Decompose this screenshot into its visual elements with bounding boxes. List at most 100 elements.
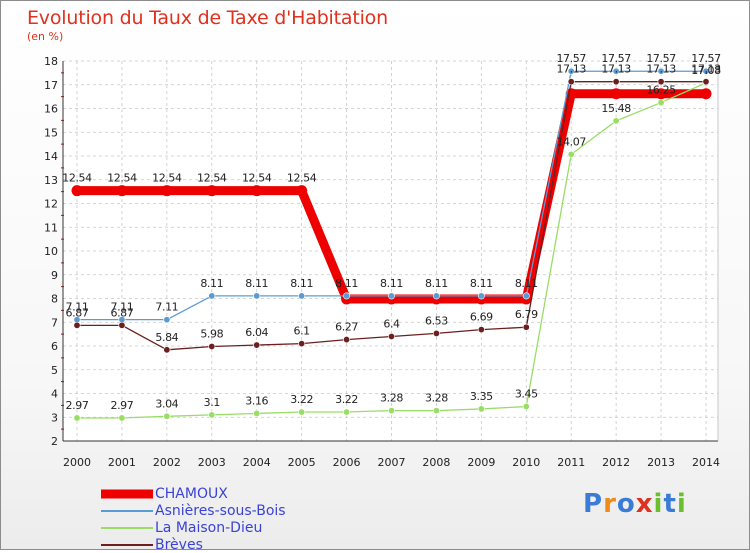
data-point-chamoux: [161, 185, 173, 197]
data-point-asnieres: [163, 316, 171, 324]
data-label-la-maison-dieu: 17.08: [691, 64, 721, 77]
data-point-chamoux: [116, 185, 128, 197]
legend-item-breves: Brèves: [101, 536, 286, 553]
data-label-breves: 6.79: [515, 308, 538, 321]
legend-item-la-maison-dieu: La Maison-Dieu: [101, 519, 286, 536]
data-label-breves: 6.27: [335, 321, 358, 334]
logo-letter: t: [663, 489, 677, 519]
data-point-breves: [118, 321, 126, 329]
logo-letter: P: [583, 489, 604, 519]
data-label-la-maison-dieu: 14.07: [556, 135, 586, 148]
logo-letter: x: [635, 489, 654, 519]
data-point-breves: [208, 342, 216, 350]
chart-title: Evolution du Taux de Taxe d'Habitation: [27, 7, 388, 29]
data-label-la-maison-dieu: 3.04: [155, 397, 178, 410]
x-tick-label: 2000: [63, 456, 91, 469]
x-tick-label: 2002: [153, 456, 181, 469]
legend-item-chamoux: CHAMOUX: [101, 485, 286, 502]
data-point-la-maison-dieu: [208, 411, 216, 419]
logo-letter: o: [616, 489, 636, 519]
data-label-layer: 12.54 12.54 12.54 12.54 12.54 12.54 7.11 7.11 7.…: [62, 52, 721, 412]
y-tick-label: 5: [51, 364, 58, 377]
data-label-chamoux: 12.54: [197, 172, 227, 185]
data-point-la-maison-dieu: [432, 407, 440, 415]
data-label-chamoux: 12.54: [287, 172, 317, 185]
y-tick-label: 12: [44, 198, 58, 211]
data-label-asnieres: 8.11: [425, 277, 448, 290]
data-point-asnieres: [567, 67, 575, 75]
legend-label: Asnières-sous-Bois: [155, 502, 286, 519]
data-point-chamoux: [296, 185, 308, 197]
data-point-chamoux: [206, 185, 218, 197]
logo-letter: i: [676, 489, 687, 519]
data-point-asnieres: [612, 67, 620, 75]
data-label-la-maison-dieu: 3.28: [425, 392, 448, 405]
y-tick-label: 15: [44, 126, 58, 139]
data-label-la-maison-dieu: 2.97: [66, 399, 89, 412]
data-point-breves: [477, 326, 485, 334]
proxiti-logo[interactable]: Proxiti: [583, 489, 687, 519]
data-point-breves: [432, 329, 440, 337]
x-tick-label: 2007: [378, 456, 406, 469]
data-point-asnieres: [432, 292, 440, 300]
data-label-la-maison-dieu: 3.28: [380, 392, 403, 405]
data-label-asnieres: 8.11: [470, 277, 493, 290]
data-label-la-maison-dieu: 3.35: [470, 390, 493, 403]
data-label-asnieres: 7.11: [155, 301, 178, 314]
data-label-la-maison-dieu: 3.22: [335, 393, 358, 406]
data-label-la-maison-dieu: 16.25: [646, 84, 676, 97]
data-label-chamoux: 12.54: [107, 172, 137, 185]
data-label-la-maison-dieu: 3.1: [204, 396, 220, 409]
data-label-breves: 6.87: [110, 306, 133, 319]
data-point-chamoux: [610, 88, 622, 100]
y-tick-label: 17: [44, 79, 58, 92]
x-tick-label: 2004: [243, 456, 271, 469]
data-label-asnieres: 7.11: [66, 301, 89, 314]
y-tick-label: 8: [51, 293, 58, 306]
data-label-chamoux: 12.54: [152, 172, 182, 185]
data-point-breves: [567, 78, 575, 86]
data-point-asnieres: [477, 292, 485, 300]
data-point-la-maison-dieu: [522, 403, 530, 411]
data-label-asnieres: 8.11: [290, 277, 313, 290]
y-tick-label: 6: [51, 340, 58, 353]
legend-swatch-chamoux: [101, 489, 153, 498]
data-point-la-maison-dieu: [477, 405, 485, 413]
data-label-la-maison-dieu: 2.97: [110, 399, 133, 412]
data-label-breves: 6.04: [245, 326, 268, 339]
legend-label: La Maison-Dieu: [155, 519, 263, 536]
data-label-asnieres: 8.11: [200, 277, 223, 290]
data-point-la-maison-dieu: [253, 409, 261, 417]
x-tick-label: 2010: [512, 456, 540, 469]
legend-label: CHAMOUX: [155, 485, 228, 502]
data-label-asnieres: 8.11: [515, 277, 538, 290]
x-tick-label: 2003: [198, 456, 226, 469]
x-tick-label: 2006: [333, 456, 361, 469]
data-label-chamoux: 12.54: [62, 172, 92, 185]
data-point-la-maison-dieu: [118, 414, 126, 422]
data-label-asnieres: 17.57: [601, 52, 631, 65]
data-point-breves: [163, 346, 171, 354]
data-point-la-maison-dieu: [657, 99, 665, 107]
data-point-chamoux: [71, 185, 83, 197]
logo-letter: r: [603, 489, 617, 519]
data-label-asnieres: 8.11: [380, 277, 403, 290]
data-point-la-maison-dieu: [163, 412, 171, 420]
data-point-asnieres: [657, 67, 665, 75]
data-point-breves: [657, 78, 665, 86]
x-tick-label: 2009: [467, 456, 495, 469]
data-label-breves: 5.98: [200, 327, 223, 340]
data-point-breves: [612, 78, 620, 86]
data-point-chamoux: [655, 88, 667, 100]
data-label-breves: 17.13: [691, 63, 721, 76]
data-point-asnieres: [522, 292, 530, 300]
x-tick-label: 2001: [108, 456, 136, 469]
data-point-breves: [522, 323, 530, 331]
x-tick-label: 2005: [288, 456, 316, 469]
data-label-breves: 17.13: [601, 63, 631, 76]
data-point-breves: [253, 341, 261, 349]
data-point-breves: [702, 78, 710, 86]
y-tick-label: 16: [44, 103, 58, 116]
